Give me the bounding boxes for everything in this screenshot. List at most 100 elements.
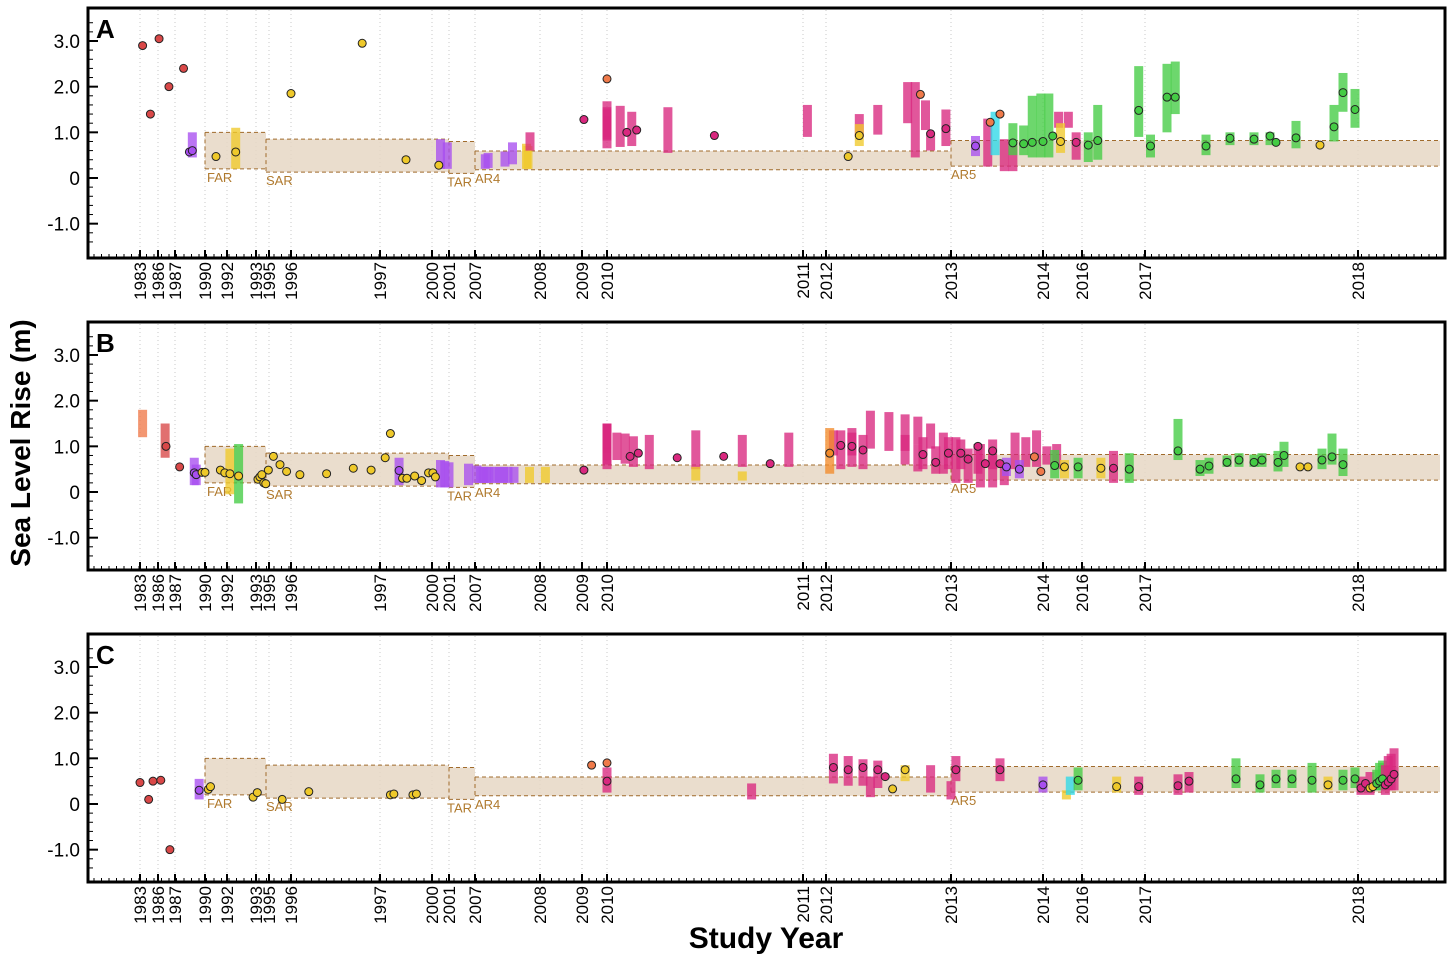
data-point: [1307, 775, 1317, 785]
ipcc-band-AR4: [475, 151, 951, 170]
data-point: [161, 441, 171, 451]
x-tick-label-2007: 2007: [466, 886, 485, 924]
data-point: [1112, 782, 1122, 792]
y-tick-label: 1.0: [54, 123, 80, 144]
data-point: [156, 775, 166, 785]
x-tick-label-1986: 1986: [149, 886, 168, 924]
data-point: [1249, 457, 1259, 467]
data-point: [1073, 462, 1083, 472]
range-bar: [938, 432, 948, 474]
x-tick-label-1987: 1987: [166, 262, 185, 300]
data-point: [211, 152, 221, 162]
data-point: [1338, 88, 1348, 98]
data-point: [1389, 769, 1399, 779]
data-point: [175, 462, 185, 472]
x-tick-label-2016: 2016: [1073, 574, 1092, 612]
range-bar: [500, 151, 510, 167]
x-tick-label-1993: 1993: [247, 574, 266, 612]
x-tick-label-2001: 2001: [440, 262, 459, 300]
data-point: [632, 125, 642, 135]
data-point: [144, 794, 154, 804]
data-point: [138, 41, 148, 51]
data-point: [622, 127, 632, 137]
ipcc-label-AR4: AR4: [475, 485, 500, 500]
x-tick-label-2001: 2001: [440, 886, 459, 924]
data-point: [1257, 455, 1267, 465]
x-tick-label-1992: 1992: [218, 262, 237, 300]
range-bar: [1021, 437, 1031, 467]
range-bar: [988, 455, 998, 488]
range-bar: [1008, 146, 1018, 172]
x-tick-label-1995: 1995: [260, 574, 279, 612]
data-point: [836, 440, 846, 450]
range-bar: [999, 139, 1009, 172]
data-point: [828, 762, 838, 772]
data-point: [286, 89, 296, 99]
x-tick-label-1992: 1992: [218, 886, 237, 924]
ipcc-label-TAR: TAR: [447, 174, 472, 189]
range-bar: [503, 466, 513, 483]
x-tick-label-1996: 1996: [282, 886, 301, 924]
range-bar: [627, 111, 637, 147]
range-bar: [858, 759, 868, 786]
range-bar: [926, 423, 936, 449]
data-point: [179, 63, 189, 73]
x-tick-label-2001: 2001: [440, 574, 459, 612]
data-point: [995, 109, 1005, 119]
data-point: [963, 454, 973, 464]
range-bar: [910, 82, 920, 158]
data-point: [1323, 780, 1333, 790]
data-point: [1338, 460, 1348, 470]
x-tick-label-2011: 2011: [794, 886, 813, 923]
y-tick-label: 0: [69, 169, 80, 190]
data-point: [602, 758, 612, 768]
range-bar: [628, 436, 638, 467]
range-bar: [160, 423, 170, 458]
data-point: [1029, 452, 1039, 462]
range-bar: [946, 781, 956, 800]
range-bar: [865, 776, 875, 798]
data-point: [951, 765, 961, 775]
data-point: [1231, 774, 1241, 784]
x-tick-label-2010: 2010: [598, 574, 617, 612]
data-point: [843, 152, 853, 162]
data-point: [1071, 137, 1081, 147]
range-bar: [884, 412, 894, 451]
data-point: [873, 765, 883, 775]
ipcc-label-SAR: SAR: [266, 173, 293, 188]
ipcc-band-SAR: [266, 139, 449, 173]
data-point: [268, 451, 278, 461]
data-point: [225, 469, 235, 479]
y-tick-label: 2.0: [54, 78, 80, 99]
range-bar: [525, 132, 535, 151]
x-tick-label-1996: 1996: [282, 574, 301, 612]
data-point: [1048, 131, 1058, 141]
data-point: [394, 466, 404, 476]
data-point: [263, 465, 273, 475]
y-tick-label: -1.0: [47, 841, 80, 862]
range-bar: [873, 760, 883, 789]
ipcc-label-AR4: AR4: [475, 797, 500, 812]
range-bar: [802, 104, 812, 137]
data-point: [1195, 464, 1205, 474]
range-bar: [540, 466, 550, 483]
data-point: [1327, 452, 1337, 462]
data-point: [900, 765, 910, 775]
data-point: [888, 784, 898, 794]
x-tick-label-2017: 2017: [1136, 574, 1155, 612]
data-point: [1146, 141, 1155, 151]
panel-A: FAR SAR TAR AR4 AR5 3.0 2.0 1.0 0 -1.0 1983 1986198…: [47, 6, 1447, 300]
data-point: [357, 38, 367, 48]
data-point: [282, 466, 292, 476]
x-tick-label-2008: 2008: [531, 262, 550, 300]
range-bar: [1027, 95, 1037, 158]
y-tick-label: 3.0: [54, 32, 80, 53]
data-point: [1170, 92, 1180, 102]
range-bar: [691, 466, 701, 481]
panel-letter-B: B: [96, 328, 115, 358]
data-point: [672, 453, 682, 463]
data-point: [434, 160, 444, 170]
range-bar: [737, 434, 747, 467]
range-bar: [913, 416, 923, 445]
